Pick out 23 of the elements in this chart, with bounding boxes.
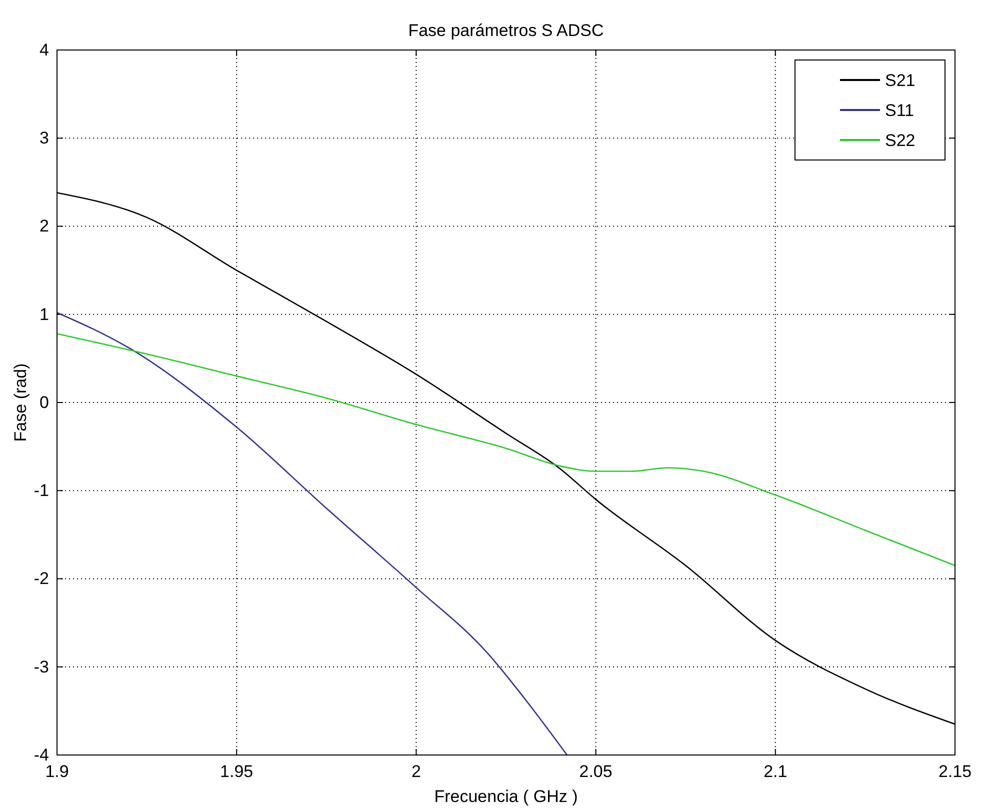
x-tick-label: 2.15: [938, 762, 972, 782]
x-tick-label: 2: [411, 762, 421, 782]
y-tick-label: 1: [40, 304, 49, 324]
y-tick-label: 4: [40, 40, 49, 60]
y-tick-label: -3: [34, 657, 49, 676]
x-tick-label: 1.95: [220, 762, 254, 782]
x-axis-title: Frecuencia ( GHz ): [434, 787, 578, 806]
x-tick-label: 1.9: [45, 762, 69, 782]
y-tick-label: -4: [34, 745, 49, 764]
x-tick-label: 2.05: [579, 762, 612, 782]
legend-label: S22: [885, 131, 916, 150]
y-tick-label: -1: [34, 481, 49, 500]
line-series: [56, 333, 956, 566]
chart-title: Fase parámetros S ADSC: [408, 21, 604, 40]
y-tick-label: 3: [40, 128, 49, 148]
y-tick-label: 2: [40, 216, 49, 236]
y-axis-title: Fase (rad): [11, 363, 30, 442]
x-tick-label: 2.1: [764, 762, 788, 782]
line-series: [56, 312, 568, 756]
y-tick-label: 0: [40, 392, 49, 412]
legend-label: S11: [885, 101, 914, 120]
legend-label: S21: [885, 71, 916, 90]
y-tick-label: -2: [34, 569, 49, 588]
